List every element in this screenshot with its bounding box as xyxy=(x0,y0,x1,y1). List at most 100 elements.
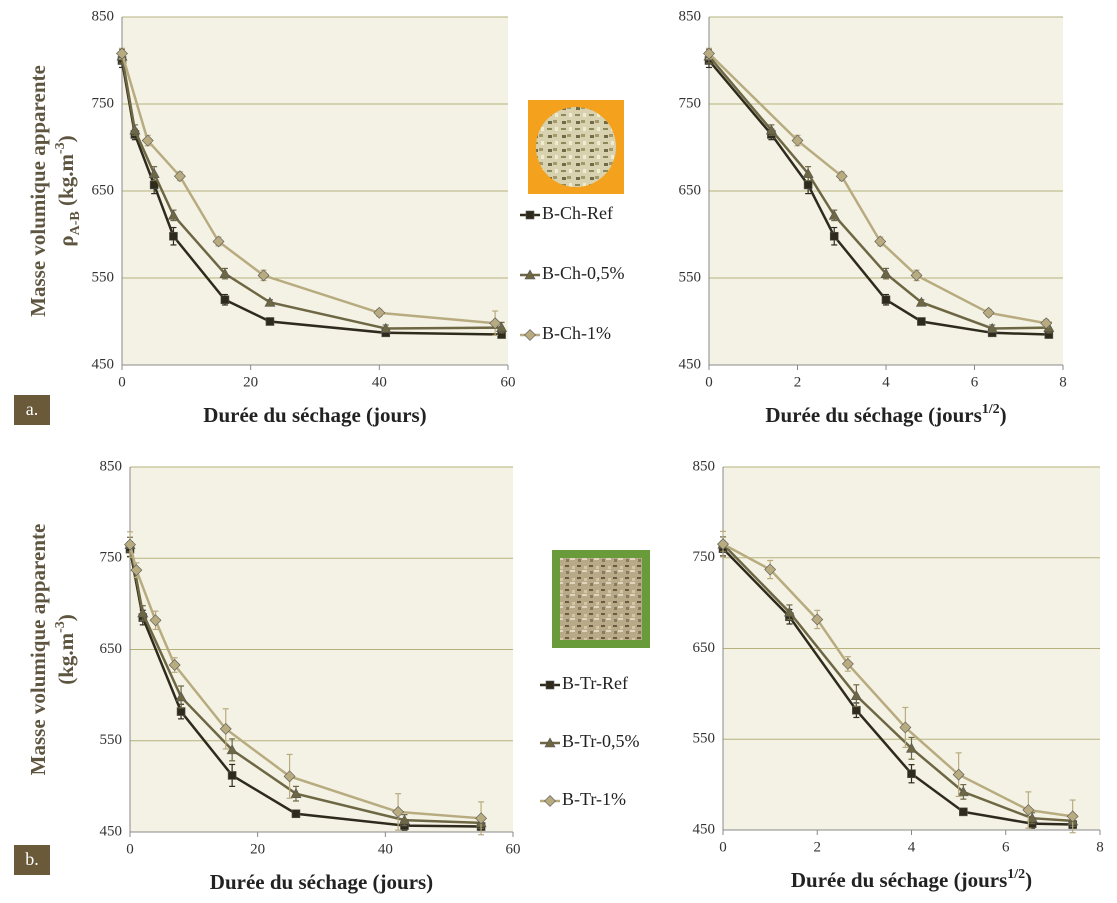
panel-label: b. xyxy=(25,849,39,869)
x-tick-label: 60 xyxy=(501,374,516,390)
marker xyxy=(545,680,555,690)
panel-label-box xyxy=(14,395,50,425)
marker xyxy=(957,786,969,797)
y-tick-label: 550 xyxy=(92,269,115,285)
marker xyxy=(764,563,777,576)
legend-key xyxy=(524,269,536,280)
legend-key xyxy=(544,795,556,807)
label-part: (kg.m xyxy=(54,632,78,684)
marker xyxy=(802,167,814,178)
y-tick-label: 850 xyxy=(92,8,115,24)
series-line xyxy=(722,543,1073,818)
marker xyxy=(899,721,912,734)
x-tick-label: 2 xyxy=(814,839,822,855)
legend-key xyxy=(544,737,556,748)
marker xyxy=(124,538,136,551)
marker xyxy=(373,306,386,319)
y-axis-label: Masse volumique apparente xyxy=(26,524,50,776)
photo xyxy=(560,558,642,640)
y-tick-label: 750 xyxy=(693,549,716,565)
y-tick-label: 750 xyxy=(100,550,123,566)
x-axis-label: Durée du séchage (jours1/2) xyxy=(791,867,1032,892)
marker xyxy=(1066,810,1079,823)
panel-label-box xyxy=(14,845,50,875)
marker xyxy=(544,795,556,807)
marker xyxy=(257,269,270,282)
x-tick-label: 4 xyxy=(908,839,916,855)
marker xyxy=(219,722,232,735)
marker xyxy=(167,209,179,220)
legend-key xyxy=(524,329,536,341)
legend-label: B-Ch-0,5% xyxy=(542,263,625,283)
marker xyxy=(1040,317,1053,330)
y-tick-label: 850 xyxy=(100,458,123,474)
series-line xyxy=(120,60,502,336)
x-tick-label: 20 xyxy=(243,374,258,390)
marker xyxy=(219,268,231,278)
y-tick-label: 450 xyxy=(693,821,716,837)
x-tick-label: 6 xyxy=(1002,839,1010,855)
marker xyxy=(791,134,804,147)
marker xyxy=(1026,812,1038,823)
marker xyxy=(703,47,715,60)
legend-label: B-Tr-Ref xyxy=(562,673,628,693)
marker xyxy=(392,806,405,818)
x-tick-label: 0 xyxy=(719,839,727,855)
label-part: -3 xyxy=(53,621,68,633)
marker xyxy=(907,769,916,779)
marker xyxy=(116,47,128,60)
marker xyxy=(841,658,854,670)
label-part: Durée du séchage (jours) xyxy=(210,870,433,894)
x-axis-label: Durée du séchage (jours) xyxy=(210,870,433,894)
y-tick-label: 650 xyxy=(100,641,123,657)
marker xyxy=(881,295,891,305)
legend-key xyxy=(545,680,555,690)
marker xyxy=(544,737,556,748)
marker xyxy=(905,742,918,753)
marker xyxy=(783,606,795,617)
marker xyxy=(227,771,237,780)
y-tick-label: 550 xyxy=(693,731,716,747)
marker xyxy=(380,322,392,333)
y-tick-label: 750 xyxy=(679,95,702,111)
marker xyxy=(850,690,862,700)
marker xyxy=(398,814,410,825)
y-axis-unit: (kg.m-3) xyxy=(53,614,78,685)
x-tick-label: 60 xyxy=(506,841,521,857)
series-line xyxy=(128,544,482,820)
marker xyxy=(129,124,141,135)
y-tick-label: 450 xyxy=(92,356,115,372)
label-part: Durée du séchage (jours xyxy=(765,403,981,427)
marker xyxy=(982,306,995,319)
label-part: ) xyxy=(54,614,78,621)
marker xyxy=(264,296,276,307)
y-tick-label: 450 xyxy=(100,823,123,839)
marker xyxy=(475,812,488,825)
marker xyxy=(828,209,840,220)
marker xyxy=(852,705,861,715)
legend-label: B-Tr-0,5% xyxy=(562,731,639,751)
marker xyxy=(915,296,927,307)
marker xyxy=(141,134,154,147)
marker xyxy=(212,235,225,248)
marker xyxy=(524,269,536,280)
x-tick-label: 0 xyxy=(705,374,713,390)
label-part: Durée du séchage (jours xyxy=(791,868,1007,892)
label-part: A-B xyxy=(68,211,83,235)
y-tick-label: 650 xyxy=(92,182,115,198)
marker xyxy=(959,807,968,817)
label-part: ρ xyxy=(54,235,78,246)
x-tick-label: 8 xyxy=(1096,839,1104,855)
x-tick-label: 8 xyxy=(1059,374,1067,390)
marker xyxy=(168,659,181,671)
marker xyxy=(986,322,998,333)
marker xyxy=(524,329,536,341)
x-tick-label: 20 xyxy=(250,841,265,857)
y-tick-label: 850 xyxy=(693,458,716,474)
marker xyxy=(149,614,162,627)
marker xyxy=(496,321,508,332)
marker xyxy=(717,538,729,551)
x-axis-label: Durée du séchage (jours1/2) xyxy=(765,402,1006,427)
series-line xyxy=(708,59,1049,336)
